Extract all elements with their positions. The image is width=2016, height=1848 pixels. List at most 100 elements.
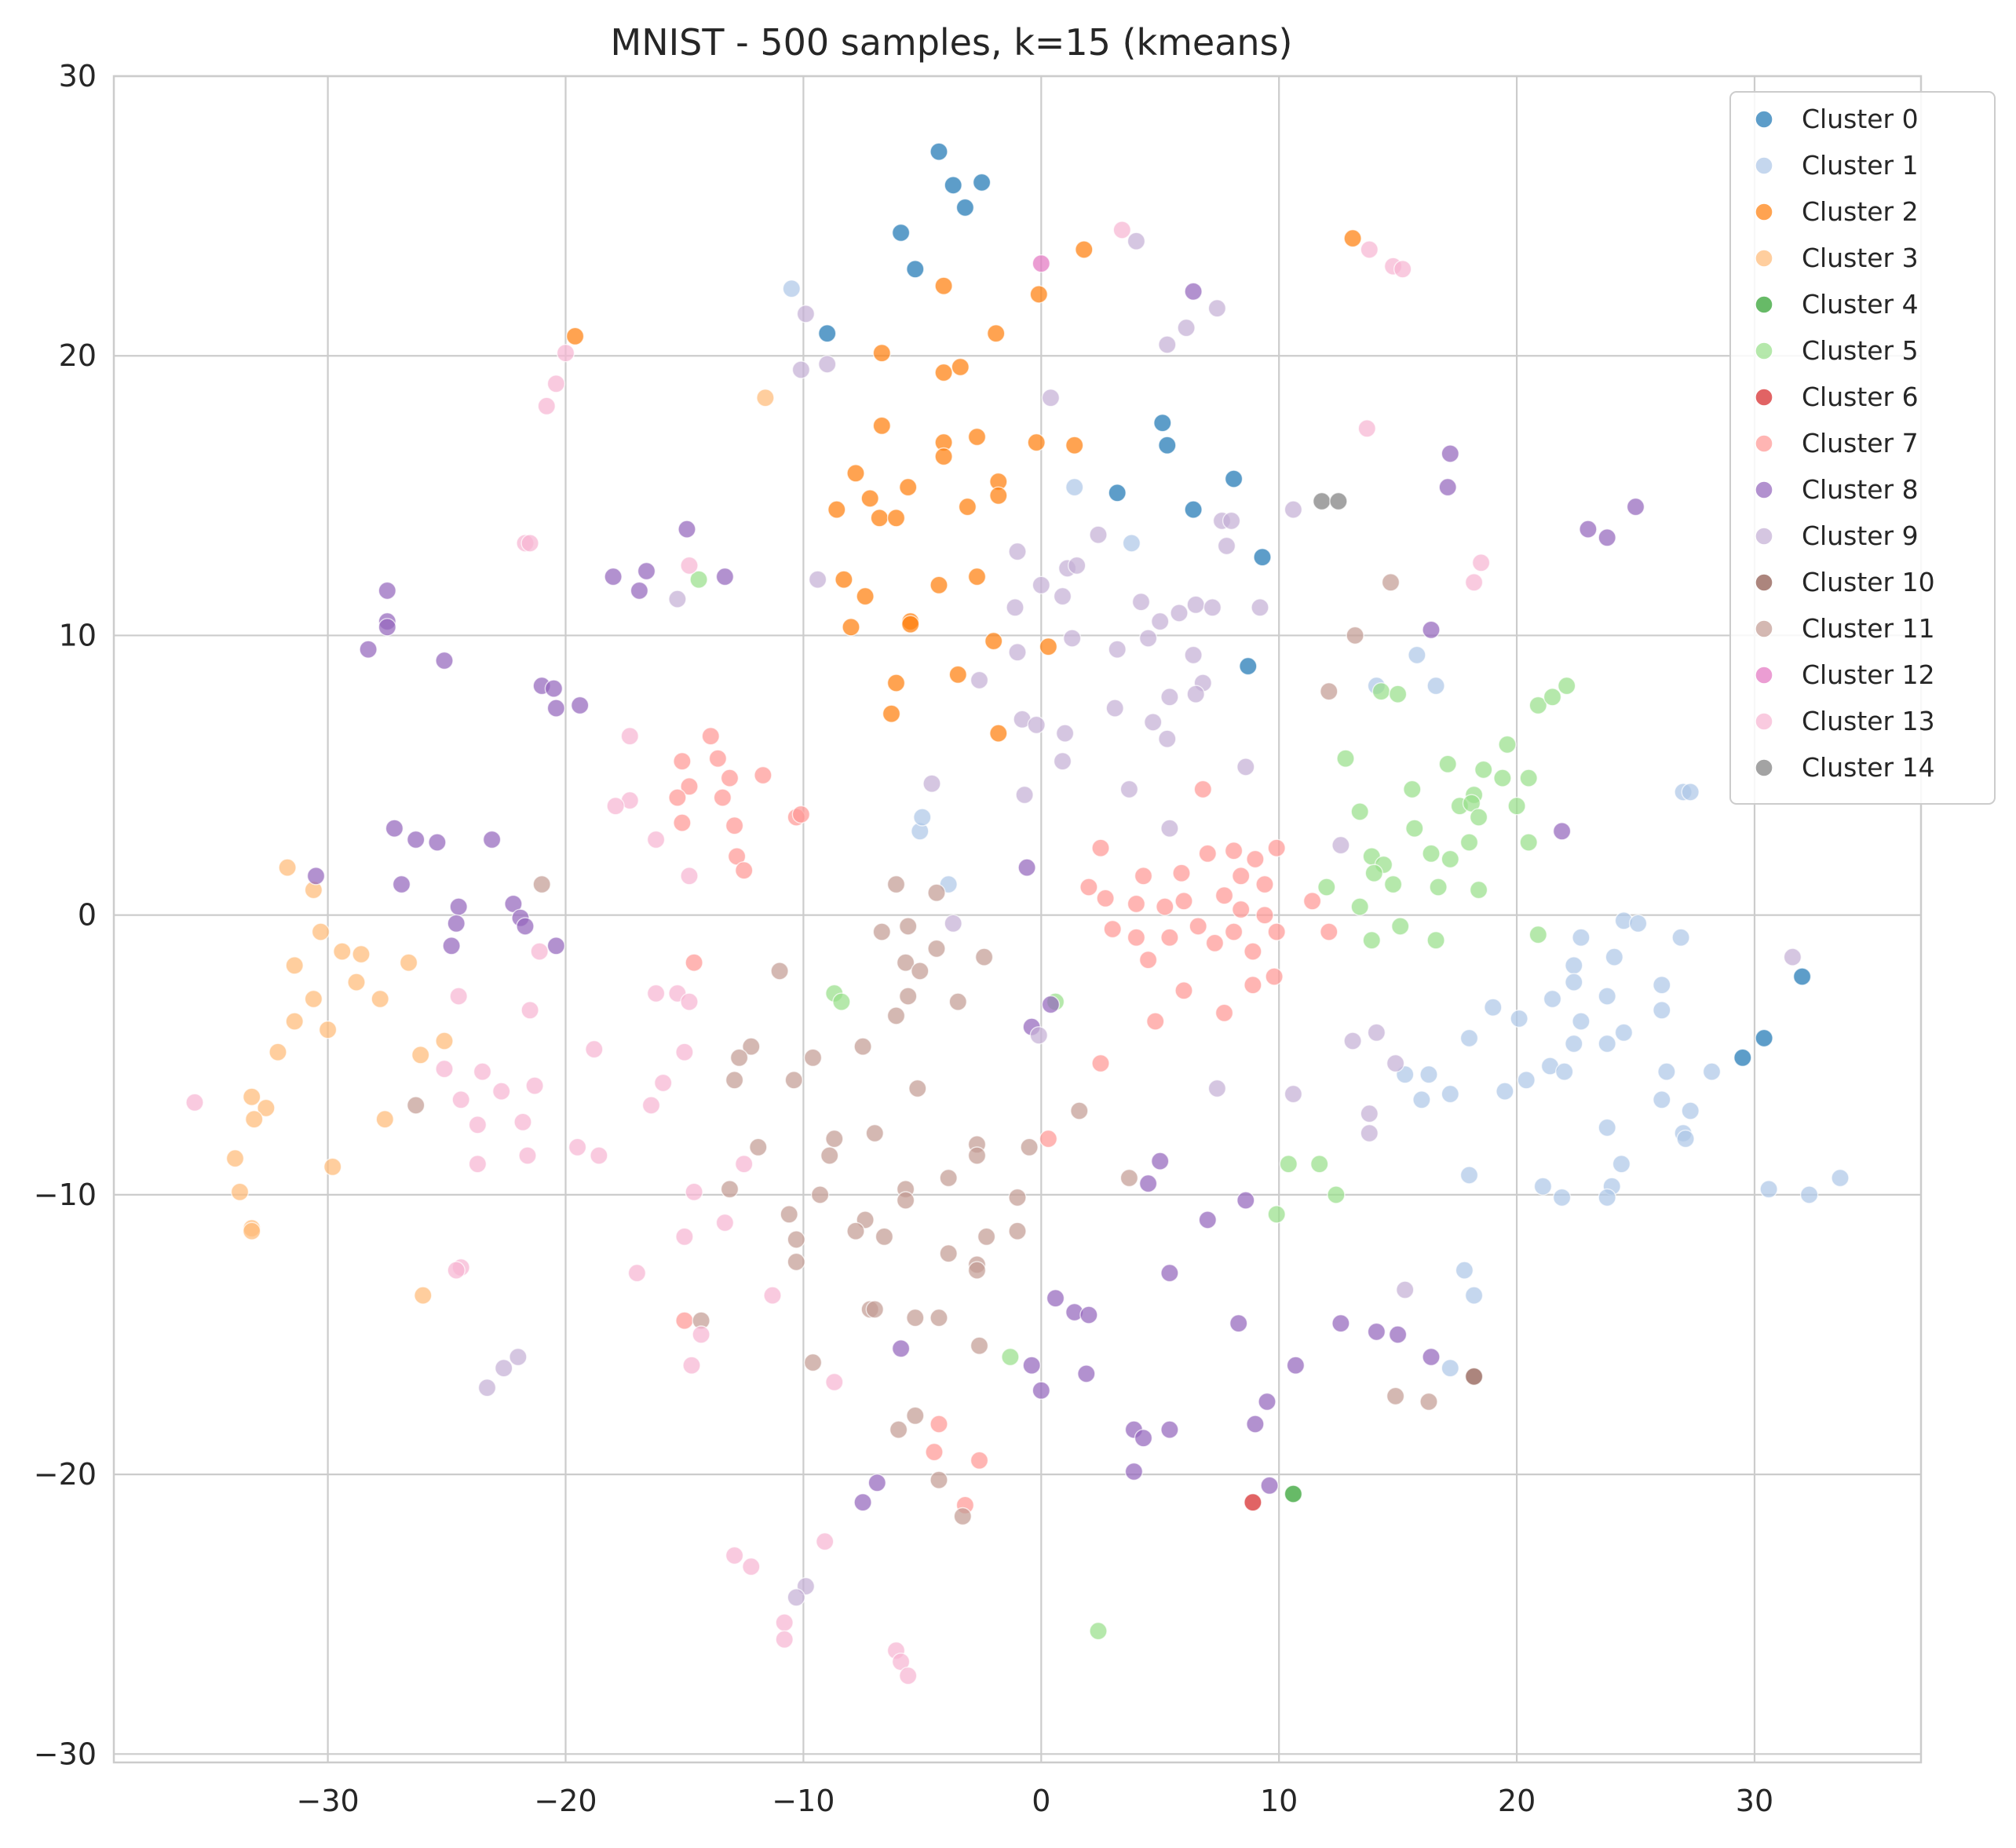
x-tick-label: 0 (1032, 1784, 1050, 1818)
data-point (1469, 880, 1488, 900)
data-point (1207, 299, 1227, 318)
data-point (392, 875, 411, 894)
data-point (867, 1474, 887, 1492)
data-point (1244, 942, 1262, 961)
data-point (1027, 715, 1046, 735)
data-point (1284, 1084, 1303, 1104)
data-point (546, 699, 566, 718)
data-point (870, 509, 889, 528)
legend-label: Cluster 4 (1802, 289, 1919, 320)
data-point (725, 816, 744, 835)
data-point (1091, 1054, 1110, 1073)
data-point (1657, 1062, 1676, 1081)
data-point (1134, 867, 1153, 886)
legend-marker (1755, 573, 1773, 592)
data-point (685, 953, 703, 972)
data-point (1671, 928, 1690, 947)
data-point (1459, 833, 1479, 852)
data-point (989, 724, 1008, 743)
data-point (770, 962, 789, 981)
data-point (986, 324, 1006, 343)
series-cluster-5 (689, 570, 1576, 1641)
data-point (1517, 1071, 1536, 1090)
data-point (742, 1037, 761, 1056)
data-point (1251, 598, 1269, 617)
series-cluster-3 (225, 389, 775, 1305)
data-point (1317, 878, 1336, 897)
data-point (817, 324, 837, 343)
data-point (1357, 419, 1377, 438)
data-point (1528, 696, 1548, 715)
legend-label: Cluster 11 (1802, 613, 1935, 644)
legend-marker (1755, 388, 1773, 407)
data-point (442, 937, 461, 955)
data-point (1336, 749, 1355, 768)
data-point (846, 464, 865, 483)
data-point (1229, 1313, 1248, 1333)
data-point (872, 344, 892, 363)
data-point (898, 1666, 918, 1685)
data-point (323, 1157, 342, 1177)
data-point (913, 808, 932, 827)
data-point (787, 1588, 805, 1607)
data-point (627, 1263, 647, 1283)
data-point (675, 1311, 694, 1330)
data-point (1255, 875, 1274, 894)
data-point (1103, 919, 1122, 939)
legend-label: Cluster 5 (1802, 335, 1919, 366)
data-point (230, 1182, 250, 1202)
data-point (896, 953, 915, 972)
data-point (1498, 735, 1517, 754)
data-point (1519, 833, 1538, 852)
legend-marker (1755, 758, 1773, 777)
data-point (1017, 858, 1036, 877)
data-point (378, 618, 396, 637)
data-point (1170, 604, 1189, 623)
data-point (1053, 752, 1072, 771)
data-point (927, 883, 946, 902)
legend-label: Cluster 8 (1802, 474, 1919, 505)
data-point (1205, 933, 1225, 953)
data-point (1441, 849, 1460, 869)
data-point (1184, 645, 1203, 665)
data-point (1471, 553, 1491, 572)
data-point (1070, 1101, 1089, 1120)
data-point (1091, 838, 1110, 857)
data-point (1001, 1347, 1020, 1367)
data-point (708, 749, 728, 768)
data-point (1419, 1065, 1438, 1084)
data-point (1605, 948, 1624, 966)
legend-marker (1755, 434, 1773, 453)
data-point (378, 581, 396, 601)
data-point (537, 396, 556, 415)
data-point (906, 1308, 925, 1328)
data-point (865, 1300, 885, 1319)
legend-marker (1755, 295, 1773, 314)
data-point (509, 1347, 528, 1367)
legend-label: Cluster 14 (1802, 752, 1935, 783)
data-point (1138, 629, 1158, 648)
legend-marker (1755, 156, 1773, 175)
data-point (951, 357, 970, 377)
data-point (756, 389, 775, 407)
data-point (860, 489, 879, 508)
data-point (1127, 894, 1146, 914)
data-point (749, 1138, 768, 1157)
data-point (435, 1059, 454, 1079)
data-point (185, 1093, 204, 1112)
data-point (1653, 975, 1671, 995)
data-point (1552, 822, 1572, 841)
data-point (782, 279, 801, 298)
data-point (447, 914, 466, 933)
data-point (1327, 1185, 1346, 1204)
data-point (729, 1048, 749, 1068)
data-point (775, 1613, 794, 1632)
data-point (1598, 1118, 1616, 1138)
series-cluster-10 (1464, 1367, 1484, 1386)
data-point (958, 497, 977, 517)
data-point (435, 651, 454, 670)
data-point (1077, 1364, 1096, 1383)
y-tick-label: 20 (59, 338, 97, 373)
data-point (929, 142, 948, 161)
data-point (967, 1146, 987, 1165)
